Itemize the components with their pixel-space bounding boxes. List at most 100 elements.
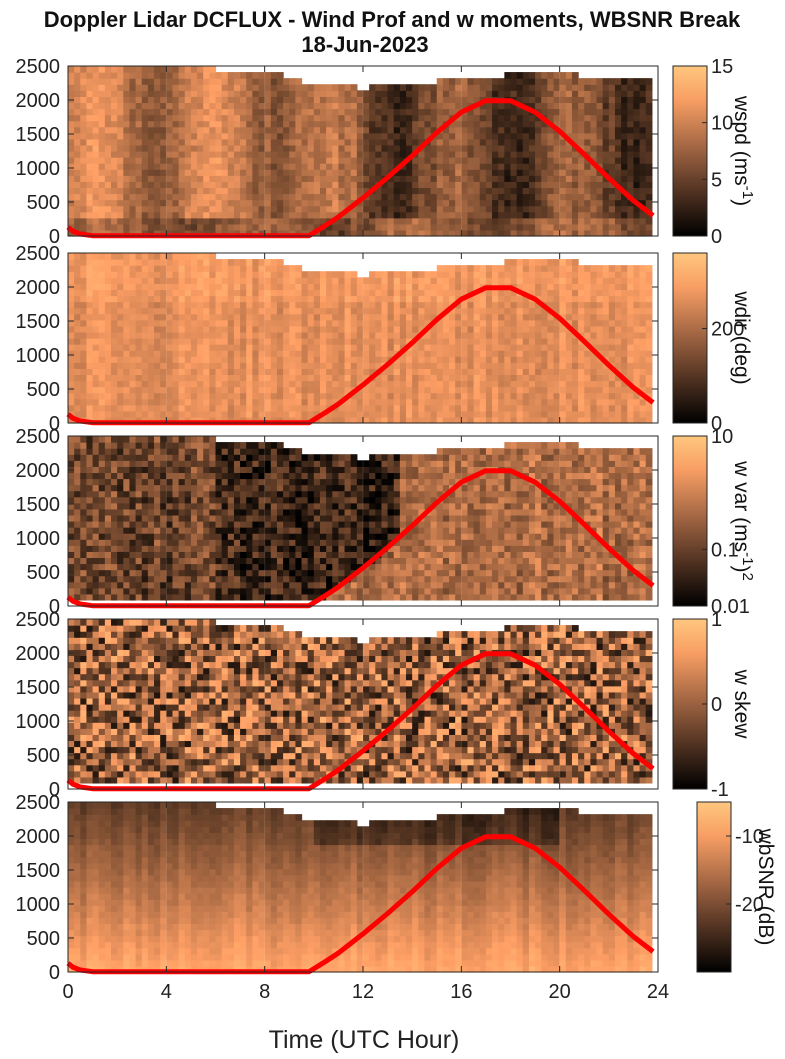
heatmap-cell [135, 144, 143, 152]
heatmap-cell [344, 126, 352, 134]
heatmap-cell [326, 325, 333, 333]
heatmap-cell [596, 120, 604, 128]
heatmap-cell [590, 398, 598, 406]
heatmap-cell [424, 223, 432, 231]
heatmap-cell [172, 175, 180, 182]
heatmap-cell [166, 120, 174, 128]
heatmap-cell [203, 78, 210, 85]
heatmap-cell [80, 331, 88, 339]
heatmap-cell [485, 144, 493, 152]
heatmap-cell [166, 368, 174, 376]
heatmap-cell [332, 114, 340, 122]
heatmap-cell [270, 126, 278, 134]
heatmap-cell [479, 368, 487, 376]
heatmap-cell [227, 84, 235, 91]
heatmap-cell [614, 374, 622, 382]
heatmap-cell [406, 193, 413, 201]
heatmap-cell [197, 301, 204, 309]
heatmap-cell [522, 72, 530, 79]
heatmap-cell [141, 283, 149, 291]
heatmap-cell [578, 398, 585, 406]
heatmap-cell [252, 295, 260, 303]
heatmap-cell [313, 163, 321, 170]
heatmap-cell [492, 199, 499, 207]
heatmap-cell [203, 253, 210, 260]
heatmap-cell [578, 175, 585, 182]
heatmap-cell [393, 374, 401, 382]
heatmap-cell [283, 313, 290, 321]
heatmap-cell [479, 211, 487, 219]
heatmap-cell [369, 301, 376, 309]
heatmap-cell [528, 283, 536, 291]
heatmap-cell [289, 344, 296, 351]
heatmap-cell [584, 132, 591, 140]
heatmap-cell [203, 187, 210, 195]
heatmap-cell [381, 144, 389, 152]
heatmap-cell [301, 404, 309, 412]
heatmap-cell [473, 271, 481, 278]
heatmap-cell [283, 157, 290, 164]
heatmap-cell [387, 404, 395, 412]
heatmap-cell [473, 163, 481, 170]
heatmap-cell [240, 380, 247, 388]
heatmap-cell [68, 181, 75, 189]
heatmap-cell [541, 416, 548, 424]
heatmap-cell [375, 205, 383, 213]
heatmap-cell [117, 66, 124, 73]
heatmap-cell [578, 319, 585, 327]
heatmap-cell [461, 289, 469, 297]
heatmap-cell [338, 108, 346, 116]
heatmap-cell [233, 84, 241, 91]
heatmap-cell [197, 72, 204, 79]
heatmap-cell [301, 193, 309, 201]
heatmap-cell [178, 301, 186, 309]
heatmap-cell [215, 132, 223, 140]
heatmap-cell [141, 144, 149, 152]
heatmap-cell [596, 199, 604, 207]
heatmap-cell [86, 344, 94, 351]
colorbar-tick-label: 15 [711, 56, 733, 78]
heatmap-cell [578, 108, 585, 116]
heatmap-cell [338, 217, 346, 225]
heatmap-cell [608, 126, 616, 134]
heatmap-cell [258, 108, 266, 116]
heatmap-cell [596, 283, 604, 291]
heatmap-cell [264, 211, 272, 219]
heatmap-cell [596, 181, 604, 189]
heatmap-cell [92, 96, 100, 104]
heatmap-cell [68, 380, 75, 388]
heatmap-cell [467, 151, 475, 158]
heatmap-cell [442, 374, 450, 382]
heatmap-cell [498, 102, 505, 110]
heatmap-cell [547, 193, 555, 201]
heatmap-cell [252, 169, 260, 176]
heatmap-cell [571, 398, 579, 406]
heatmap-cell [442, 151, 450, 158]
heatmap-cell [221, 398, 229, 406]
heatmap-cell [369, 386, 376, 394]
heatmap-cell [258, 90, 266, 97]
heatmap-cell [473, 193, 481, 201]
heatmap-cell [338, 187, 346, 195]
heatmap-cell [160, 301, 167, 309]
heatmap-cell [522, 187, 530, 195]
heatmap-cell [645, 199, 653, 207]
heatmap-cell [86, 259, 94, 266]
heatmap-cell [424, 90, 432, 97]
heatmap-cell [68, 144, 75, 152]
heatmap-cell [86, 151, 94, 158]
heatmap-cell [528, 114, 536, 122]
heatmap-cell [381, 157, 389, 164]
heatmap-cell [141, 253, 149, 260]
heatmap-cell [467, 356, 475, 363]
heatmap-cell [233, 193, 241, 201]
heatmap-cell [209, 283, 217, 291]
heatmap-cell [264, 350, 272, 357]
heatmap-cell [307, 114, 315, 122]
heatmap-cell [307, 374, 315, 382]
heatmap-cell [375, 187, 383, 195]
heatmap-cell [111, 223, 118, 231]
heatmap-cell [313, 169, 321, 176]
heatmap-cell [111, 277, 118, 284]
colorbar-tick-label: 0 [711, 226, 722, 248]
